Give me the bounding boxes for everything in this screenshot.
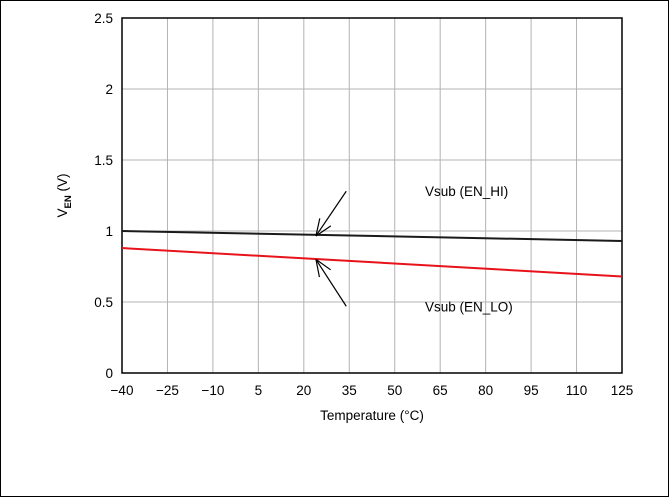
series-lines xyxy=(121,230,623,278)
y-axis-label: VEN (V) xyxy=(55,174,74,218)
annotation-arrowhead xyxy=(315,218,321,237)
annotations: Vsub (EN_HI) Vsub (EN_LO) xyxy=(315,184,513,314)
y-tick-label: 2 xyxy=(105,82,113,97)
x-tick-label: 125 xyxy=(611,383,634,398)
x-tick-label: 80 xyxy=(478,383,493,398)
x-tick-label: 50 xyxy=(387,383,402,398)
tick-labels: −40 −25 −10 5 20 35 50 65 80 95 110 125 0 0.5 1 1.5 2 2.5 xyxy=(94,11,633,398)
series-line xyxy=(121,247,623,278)
x-tick-label: 5 xyxy=(255,383,263,398)
series-line xyxy=(121,230,623,242)
y-tick-label: 1.5 xyxy=(94,153,113,168)
y-axis-label-main: V xyxy=(55,208,70,217)
y-tick-label: 2.5 xyxy=(94,11,113,26)
x-tick-label: 110 xyxy=(566,383,588,398)
y-axis-label-unit: (V) xyxy=(55,174,70,196)
annotation-arrow xyxy=(315,190,347,237)
annotation-label: Vsub (EN_HI) xyxy=(425,184,508,199)
annotation-arrow xyxy=(315,259,347,307)
grid xyxy=(121,17,623,374)
x-tick-label: 20 xyxy=(296,383,311,398)
x-tick-label: 65 xyxy=(433,383,448,398)
y-tick-label: 1 xyxy=(105,224,113,239)
y-axis-label-sub: EN xyxy=(63,195,74,208)
y-tick-label: 0.5 xyxy=(94,295,113,310)
x-tick-label: −10 xyxy=(201,383,224,398)
x-tick-label: −25 xyxy=(156,383,179,398)
annotation-arrowhead xyxy=(315,258,331,271)
annotation-label: Vsub (EN_LO) xyxy=(425,299,513,314)
annotation-arrowhead xyxy=(315,225,332,237)
annotation-arrowhead xyxy=(315,259,320,278)
plot-area xyxy=(121,17,623,374)
x-tick-label: 35 xyxy=(342,383,357,398)
x-tick-label: 95 xyxy=(524,383,539,398)
x-tick-label: −40 xyxy=(111,383,134,398)
x-axis-label: Temperature (°C) xyxy=(320,408,424,423)
y-tick-label: 0 xyxy=(105,366,113,381)
